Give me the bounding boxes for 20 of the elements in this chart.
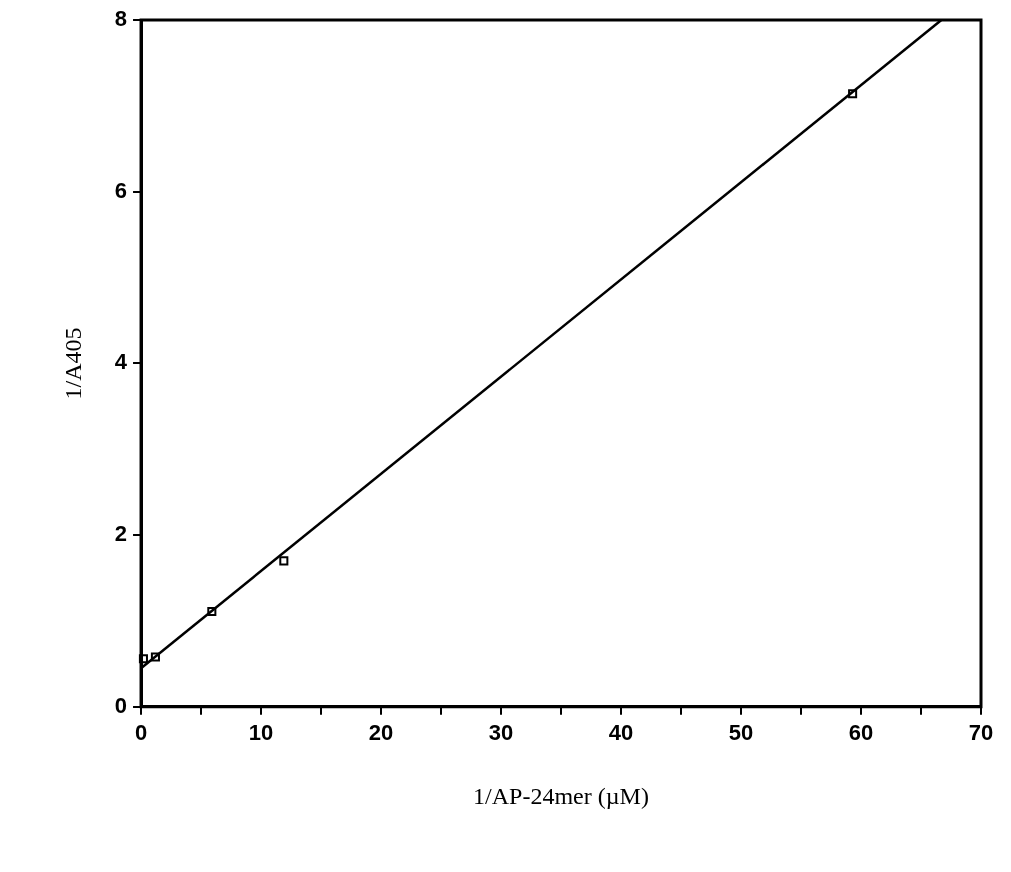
x-tick-label: 60 — [848, 720, 874, 746]
y-tick-label: 8 — [114, 6, 128, 32]
y-tick-label: 0 — [114, 692, 128, 718]
y-axis-title: 1/A405 — [59, 327, 86, 400]
x-tick-label: 40 — [608, 720, 634, 746]
x-tick-label: 50 — [728, 720, 754, 746]
y-tick-label: 6 — [114, 177, 128, 203]
y-tick-label: 2 — [114, 521, 128, 547]
point — [207, 606, 217, 617]
point — [848, 89, 858, 99]
x-tick-label: 20 — [368, 720, 394, 746]
point — [279, 556, 289, 566]
x-tick-label: 10 — [248, 720, 274, 746]
x-tick-label: 30 — [488, 720, 514, 746]
x-tick-label: 0 — [134, 720, 148, 746]
point — [150, 652, 160, 662]
x-axis-title: 1/AP-24mer (µM) — [473, 782, 649, 809]
y-tick-label: 4 — [114, 349, 128, 375]
x-tick-label: 70 — [968, 720, 994, 746]
point — [138, 654, 148, 664]
